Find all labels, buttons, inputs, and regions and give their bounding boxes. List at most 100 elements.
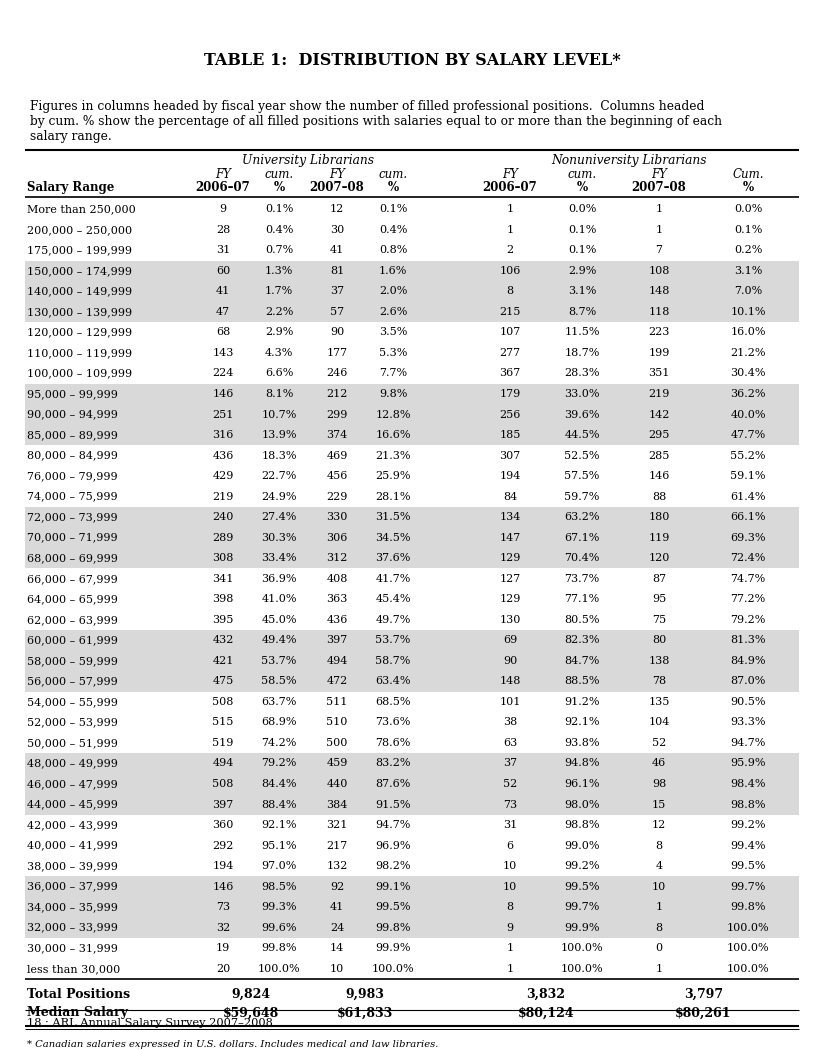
Text: 45.4%: 45.4%: [375, 594, 410, 604]
Text: 31: 31: [503, 820, 517, 831]
Text: 41: 41: [330, 246, 344, 255]
Text: 62,000 – 63,999: 62,000 – 63,999: [27, 615, 118, 625]
Text: cum.: cum.: [568, 168, 597, 181]
Text: 31: 31: [216, 246, 230, 255]
Text: 292: 292: [213, 841, 234, 851]
Text: 22.7%: 22.7%: [261, 471, 297, 481]
Text: 199: 199: [648, 348, 670, 358]
Text: 148: 148: [648, 287, 670, 296]
Text: 99.9%: 99.9%: [564, 923, 600, 932]
Text: 147: 147: [499, 532, 521, 543]
Text: 194: 194: [213, 861, 234, 872]
Text: 0: 0: [655, 943, 662, 953]
Text: 10.1%: 10.1%: [730, 307, 765, 317]
Text: 37: 37: [503, 758, 517, 769]
Text: less than 30,000: less than 30,000: [27, 964, 120, 973]
Text: 120: 120: [648, 553, 670, 563]
Text: 72.4%: 72.4%: [730, 553, 765, 563]
Text: 307: 307: [499, 450, 521, 461]
Bar: [25, 651, 799, 671]
Text: 397: 397: [326, 635, 348, 646]
Text: 66,000 – 67,999: 66,000 – 67,999: [27, 573, 118, 584]
Text: 95,000 – 99,999: 95,000 – 99,999: [27, 388, 118, 399]
Text: 1: 1: [655, 902, 662, 912]
Text: FY: FY: [329, 168, 345, 181]
Text: 95.1%: 95.1%: [261, 841, 297, 851]
Text: 63.4%: 63.4%: [375, 676, 410, 687]
Text: 1: 1: [507, 964, 513, 973]
Text: 98.5%: 98.5%: [261, 882, 297, 891]
Text: 76,000 – 79,999: 76,000 – 79,999: [27, 471, 118, 481]
Text: 99.7%: 99.7%: [730, 882, 765, 891]
Text: 52.5%: 52.5%: [564, 450, 600, 461]
Text: 66.1%: 66.1%: [730, 512, 765, 522]
Text: 24.9%: 24.9%: [261, 491, 297, 502]
Text: 63.7%: 63.7%: [261, 697, 297, 707]
Text: $61,833: $61,833: [337, 1006, 393, 1020]
Text: 67.1%: 67.1%: [564, 532, 600, 543]
Text: 11.5%: 11.5%: [564, 328, 600, 337]
Text: Nonuniversity Librarians: Nonuniversity Librarians: [551, 154, 707, 167]
Text: 8.7%: 8.7%: [568, 307, 596, 317]
Text: 0.0%: 0.0%: [734, 205, 762, 214]
Text: Salary Range: Salary Range: [27, 181, 115, 194]
Text: 53.7%: 53.7%: [375, 635, 410, 646]
Bar: [25, 877, 799, 897]
Text: 224: 224: [213, 369, 234, 378]
Text: 321: 321: [326, 820, 348, 831]
Text: %: %: [742, 181, 754, 194]
Text: 52,000 – 53,999: 52,000 – 53,999: [27, 717, 118, 728]
Text: 80.5%: 80.5%: [564, 615, 600, 625]
Text: 429: 429: [213, 471, 234, 481]
Text: 57: 57: [330, 307, 344, 317]
Text: 80,000 – 84,999: 80,000 – 84,999: [27, 450, 118, 461]
Text: FY: FY: [502, 168, 518, 181]
Text: 2.2%: 2.2%: [265, 307, 293, 317]
Text: 14: 14: [330, 943, 344, 953]
Text: 0.1%: 0.1%: [265, 205, 293, 214]
Text: 37.6%: 37.6%: [375, 553, 410, 563]
Text: 100.0%: 100.0%: [727, 943, 770, 953]
Text: 100,000 – 109,999: 100,000 – 109,999: [27, 369, 132, 378]
Text: 456: 456: [326, 471, 348, 481]
Text: 140,000 – 149,999: 140,000 – 149,999: [27, 287, 132, 296]
Text: 2.9%: 2.9%: [265, 328, 293, 337]
Text: 70.4%: 70.4%: [564, 553, 600, 563]
Text: 130,000 – 139,999: 130,000 – 139,999: [27, 307, 132, 317]
Text: 408: 408: [326, 573, 348, 584]
Text: 94.7%: 94.7%: [375, 820, 410, 831]
Text: by cum. % show the percentage of all filled positions with salaries equal to or : by cum. % show the percentage of all fil…: [30, 116, 722, 128]
Text: 99.4%: 99.4%: [730, 841, 765, 851]
Text: 398: 398: [213, 594, 234, 604]
Text: $80,124: $80,124: [517, 1006, 574, 1020]
Text: 90,000 – 94,999: 90,000 – 94,999: [27, 410, 118, 420]
Text: 100.0%: 100.0%: [372, 964, 414, 973]
Text: 52: 52: [652, 738, 666, 748]
Text: 73.6%: 73.6%: [375, 717, 410, 728]
Text: TABLE 1:  DISTRIBUTION BY SALARY LEVEL*: TABLE 1: DISTRIBUTION BY SALARY LEVEL*: [204, 52, 620, 69]
Text: 74,000 – 75,999: 74,000 – 75,999: [27, 491, 118, 502]
Text: 99.8%: 99.8%: [375, 923, 410, 932]
Text: 85,000 – 89,999: 85,000 – 89,999: [27, 430, 118, 440]
Text: 308: 308: [213, 553, 234, 563]
Text: 40.0%: 40.0%: [730, 410, 765, 420]
Text: 81.3%: 81.3%: [730, 635, 765, 646]
Text: 48,000 – 49,999: 48,000 – 49,999: [27, 758, 118, 769]
Text: 20: 20: [216, 964, 230, 973]
Text: Median Salary: Median Salary: [27, 1006, 128, 1020]
Text: 88.5%: 88.5%: [564, 676, 600, 687]
Text: 277: 277: [499, 348, 521, 358]
Text: 46: 46: [652, 758, 666, 769]
Text: 28.1%: 28.1%: [375, 491, 410, 502]
Text: 68: 68: [216, 328, 230, 337]
Text: 18.3%: 18.3%: [261, 450, 297, 461]
Text: 0.0%: 0.0%: [568, 205, 597, 214]
Text: 55.2%: 55.2%: [730, 450, 765, 461]
Text: 96.1%: 96.1%: [564, 779, 600, 789]
Text: 0.4%: 0.4%: [265, 225, 293, 235]
Text: 135: 135: [648, 697, 670, 707]
Text: $59,648: $59,648: [222, 1006, 279, 1020]
Text: 285: 285: [648, 450, 670, 461]
Text: 10: 10: [330, 964, 344, 973]
Text: 87.0%: 87.0%: [730, 676, 765, 687]
